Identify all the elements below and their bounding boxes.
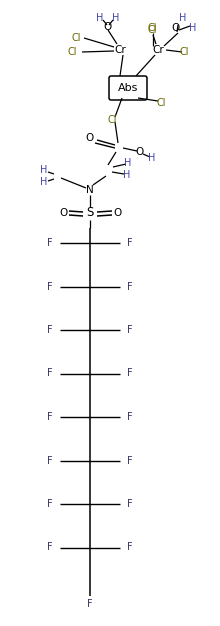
Text: F: F <box>87 599 93 609</box>
Text: Cl: Cl <box>107 115 117 125</box>
Text: F: F <box>127 369 133 379</box>
Text: N: N <box>86 185 94 195</box>
Text: F: F <box>127 282 133 292</box>
Text: F: F <box>47 369 53 379</box>
Text: F: F <box>47 499 53 509</box>
Text: F: F <box>47 238 53 248</box>
Text: Cl: Cl <box>147 25 157 35</box>
Text: H: H <box>40 165 48 175</box>
Text: F: F <box>47 325 53 335</box>
Text: O: O <box>104 22 112 32</box>
Text: Cl: Cl <box>156 98 166 108</box>
Text: F: F <box>127 325 133 335</box>
Text: F: F <box>47 282 53 292</box>
Text: F: F <box>127 238 133 248</box>
Text: O: O <box>113 208 121 218</box>
Text: H: H <box>179 13 187 23</box>
Text: F: F <box>127 543 133 553</box>
Text: H: H <box>148 153 156 163</box>
Text: F: F <box>127 456 133 466</box>
Text: F: F <box>127 499 133 509</box>
Text: F: F <box>47 543 53 553</box>
Text: S: S <box>86 207 94 220</box>
Text: Cl: Cl <box>67 47 77 57</box>
Text: H: H <box>40 177 48 187</box>
Text: O: O <box>172 23 180 33</box>
Text: Abs: Abs <box>118 83 138 93</box>
Text: Cr: Cr <box>114 45 126 55</box>
Text: Cl: Cl <box>179 47 189 57</box>
Text: Cl: Cl <box>147 23 157 33</box>
Text: O: O <box>136 147 144 157</box>
Text: O: O <box>86 133 94 143</box>
FancyBboxPatch shape <box>109 76 147 100</box>
Text: O: O <box>59 208 67 218</box>
Text: Cl: Cl <box>71 33 81 43</box>
Text: H: H <box>112 13 120 23</box>
Text: F: F <box>47 456 53 466</box>
Text: H: H <box>189 23 197 33</box>
Text: H: H <box>124 158 132 168</box>
Text: H: H <box>123 170 131 180</box>
Text: Cr: Cr <box>152 45 164 55</box>
Text: F: F <box>127 412 133 422</box>
Text: F: F <box>47 412 53 422</box>
Text: H: H <box>96 13 104 23</box>
